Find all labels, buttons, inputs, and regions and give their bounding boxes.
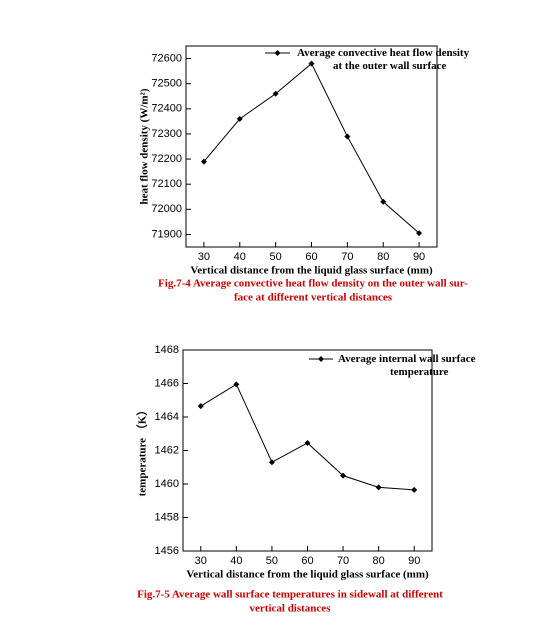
data-marker	[340, 472, 347, 479]
data-marker	[268, 459, 275, 466]
y-axis-label: heat flow density (W/m²)	[139, 88, 151, 204]
y-tick-label: 72400	[151, 103, 182, 115]
y-tick-label: 1462	[155, 444, 179, 456]
legend-label: Average internal wall surface temperature	[338, 353, 476, 378]
y-tick-label: 1460	[155, 478, 179, 490]
x-tick-label: 40	[234, 251, 246, 263]
y-tick-label: 72100	[151, 178, 182, 190]
x-tick-label: 60	[301, 555, 313, 567]
legend-marker	[274, 50, 281, 56]
data-marker	[375, 484, 382, 491]
x-tick-label: 50	[270, 251, 282, 263]
x-tick-label: 50	[266, 555, 278, 567]
data-marker	[411, 486, 418, 493]
figure-caption: face at different vertical distances	[234, 292, 393, 304]
figure-caption: Fig.7-4 Average convective heat flow den…	[158, 278, 468, 290]
data-marker	[416, 230, 423, 237]
y-tick-label: 1458	[155, 511, 179, 523]
plot-frame	[185, 45, 438, 248]
y-tick-label: 1466	[155, 377, 179, 389]
data-line	[203, 62, 420, 234]
data-marker	[304, 439, 311, 446]
figure-caption: Fig.7-5 Average wall surface temperature…	[137, 589, 443, 601]
data-marker	[233, 381, 240, 388]
data-marker	[197, 403, 204, 410]
x-tick-label: 80	[377, 251, 389, 263]
y-tick-label: 1456	[155, 545, 179, 557]
y-tick-label: 1468	[155, 344, 179, 356]
plot-frame	[182, 349, 433, 552]
y-tick-label: 71900	[151, 228, 182, 240]
legend-marker	[318, 356, 324, 362]
legend-label: Average convective heat flow density at t…	[297, 47, 470, 72]
x-tick-label: 80	[373, 555, 385, 567]
y-axis-label: temperature （K）	[136, 405, 149, 497]
x-tick-label: 40	[230, 555, 242, 567]
x-tick-label: 70	[341, 251, 353, 263]
x-tick-label: 30	[195, 555, 207, 567]
data-marker	[308, 60, 315, 67]
data-marker	[236, 115, 243, 122]
x-axis-label: Vertical distance from the liquid glass …	[190, 265, 433, 277]
x-tick-label: 90	[408, 555, 420, 567]
x-tick-label: 30	[198, 251, 210, 263]
figure-caption: vertical distances	[250, 603, 332, 615]
data-marker	[344, 133, 351, 140]
y-tick-label: 72000	[151, 203, 182, 215]
y-tick-label: 1464	[155, 411, 179, 423]
data-line	[200, 383, 415, 491]
data-marker	[200, 158, 207, 165]
x-axis-label: Vertical distance from the liquid glass …	[186, 569, 429, 581]
x-tick-label: 70	[337, 555, 349, 567]
data-marker	[272, 90, 279, 97]
x-tick-label: 90	[413, 251, 425, 263]
y-tick-label: 72300	[151, 128, 182, 140]
x-tick-label: 60	[305, 251, 317, 263]
data-marker	[380, 198, 387, 205]
y-tick-label: 72600	[151, 52, 182, 64]
y-tick-label: 72500	[151, 78, 182, 90]
y-tick-label: 72200	[151, 153, 182, 165]
